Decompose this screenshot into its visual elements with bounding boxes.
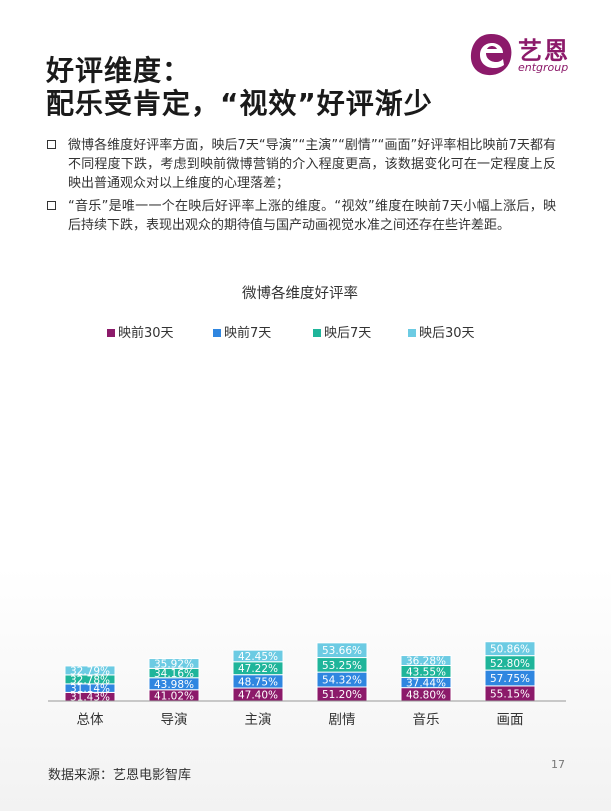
data-label: 55.15% <box>490 688 530 700</box>
data-label: 53.66% <box>322 645 362 657</box>
page-title-line-1: 好评维度： <box>46 54 192 87</box>
bar-segment <box>400 655 452 666</box>
legend-swatch <box>213 329 221 337</box>
bar-segment <box>232 649 284 663</box>
data-label: 43.55% <box>406 666 446 678</box>
x-tick-label: 总体 <box>77 712 104 728</box>
data-label: 57.75% <box>490 673 530 685</box>
chart-bars: 31.43%31.14%32.78%32.79%41.02%43.98%34.1… <box>64 641 536 704</box>
entgroup-e-logo-icon <box>470 34 512 76</box>
data-label: 50.86% <box>490 644 530 656</box>
data-label: 51.20% <box>322 689 362 701</box>
data-label: 34.16% <box>154 668 194 680</box>
data-label: 35.92% <box>154 658 194 670</box>
data-label: 48.75% <box>238 676 278 688</box>
entgroup-logo: 艺恩 entgroup <box>466 30 596 80</box>
data-label: 42.45% <box>238 651 278 663</box>
data-label: 54.32% <box>322 675 362 687</box>
bar-segment <box>484 641 536 657</box>
data-label: 43.98% <box>154 679 194 691</box>
bullet-list: 微博各维度好评率方面，映后7天“导演”“主演”“剧情”“画面”好评率相比映前7天… <box>46 136 556 239</box>
bullet-text: 微博各维度好评率方面，映后7天“导演”“主演”“剧情”“画面”好评率相比映前7天… <box>68 138 556 191</box>
bullet-text: “音乐”是唯一一个在映后好评率上涨的维度。“视效”维度在映前7天小幅上涨后，映后… <box>68 199 556 233</box>
bullet-item: “音乐”是唯一一个在映后好评率上涨的维度。“视效”维度在映前7天小幅上涨后，映后… <box>46 197 556 235</box>
legend-label: 映后7天 <box>324 326 371 341</box>
x-tick-label: 画面 <box>497 712 524 728</box>
data-label: 47.40% <box>238 690 278 702</box>
data-label: 41.02% <box>154 690 194 702</box>
bar-segment <box>148 658 200 669</box>
data-label: 47.22% <box>238 663 278 675</box>
chart-title: 微博各维度好评率 <box>242 285 358 302</box>
x-tick-label: 主演 <box>245 712 272 728</box>
bullet-square-icon <box>47 201 56 210</box>
bullet-item: 微博各维度好评率方面，映后7天“导演”“主演”“剧情”“画面”好评率相比映前7天… <box>46 136 556 193</box>
x-tick-label: 音乐 <box>413 711 440 728</box>
legend-swatch <box>408 329 416 337</box>
data-label: 31.14% <box>70 683 110 695</box>
x-axis-ticks: 总体 导演 主演 剧情 音乐 画面 <box>77 711 524 728</box>
data-label: 36.28% <box>406 656 446 668</box>
logo-subtitle: entgroup <box>518 61 569 74</box>
legend-label: 映前7天 <box>224 325 271 341</box>
logo-name: 艺恩 <box>518 37 570 65</box>
bullet-square-icon <box>47 140 56 149</box>
page-title: 好评维度： 配乐受肯定，“视效”好评渐少 <box>46 54 433 120</box>
data-label: 48.80% <box>406 689 446 701</box>
page-title-line-2: 配乐受肯定，“视效”好评渐少 <box>46 87 433 120</box>
bar-segment <box>316 642 368 659</box>
data-label: 53.25% <box>322 660 362 672</box>
chart-legend: 映前30天 映前7天 映后7天 映后30天 <box>107 325 475 341</box>
data-label: 37.44% <box>406 678 446 690</box>
data-label: 32.79% <box>70 665 110 677</box>
data-label: 52.80% <box>490 658 530 670</box>
legend-swatch <box>313 329 321 337</box>
data-label: 32.78% <box>70 674 110 686</box>
x-tick-label: 剧情 <box>329 712 356 728</box>
legend-label: 映前30天 <box>118 325 174 341</box>
x-tick-label: 导演 <box>161 712 188 728</box>
bar-segment <box>64 665 116 676</box>
page-number: 17 <box>551 758 565 771</box>
legend-label: 映后30天 <box>419 326 475 341</box>
data-source: 数据来源：艺恩电影智库 <box>48 768 192 783</box>
legend-swatch <box>107 329 115 337</box>
